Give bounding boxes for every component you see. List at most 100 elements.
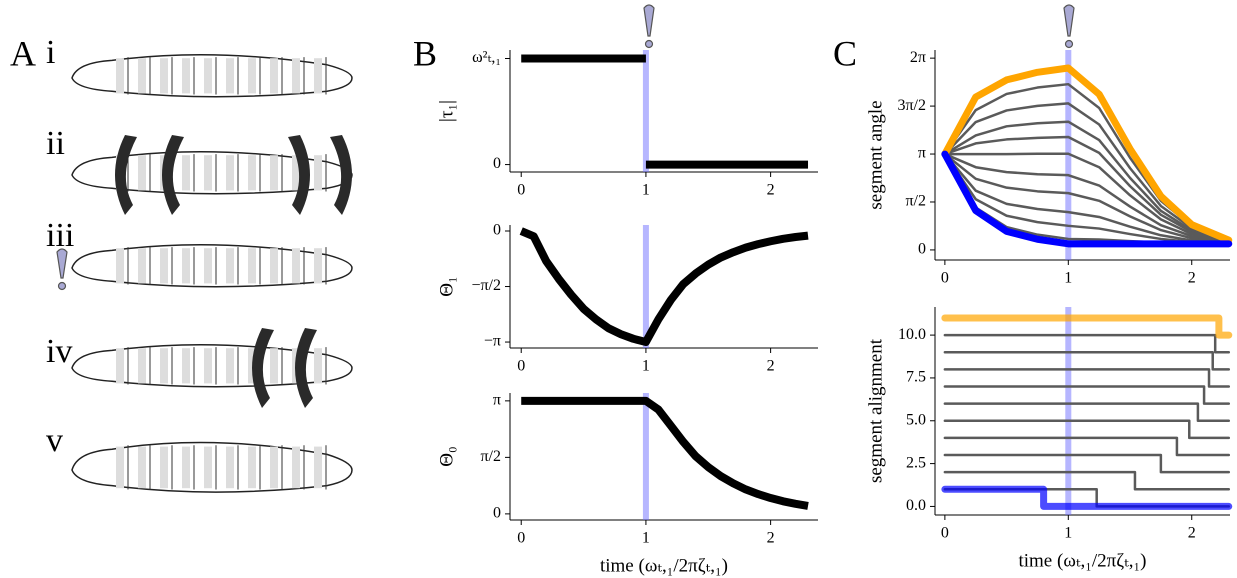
stipple-band <box>270 155 278 191</box>
y-axis-label: segment angle <box>865 100 886 209</box>
stage-label: v <box>46 422 63 459</box>
y-tick-label: 5.0 <box>906 411 926 428</box>
x-tick-label: 0 <box>517 358 525 375</box>
stipple-band <box>292 248 300 284</box>
stipple-band <box>226 58 234 94</box>
data-line <box>943 453 1231 474</box>
y-tick-label: π <box>918 145 926 162</box>
x-tick-label: 1 <box>1064 525 1072 542</box>
x-tick-label: 2 <box>1188 525 1196 542</box>
data-line <box>941 314 1233 339</box>
stipple-band <box>204 155 212 191</box>
y-axis-label: |τ₁| <box>436 100 457 122</box>
stipple-band <box>270 58 278 94</box>
x-tick-label: 0 <box>941 525 949 542</box>
data-line <box>521 396 809 510</box>
y-tick-label: π/2 <box>480 448 501 465</box>
stipple-band <box>116 348 124 384</box>
y-tick-label: −π <box>484 333 501 350</box>
stipple-band <box>160 348 168 384</box>
data-line <box>519 227 809 346</box>
data-line <box>943 152 1231 244</box>
x-tick-label: 0 <box>517 182 525 199</box>
stipple-band <box>116 446 124 489</box>
y-tick-label: 0 <box>493 505 501 522</box>
rotation-arrow <box>330 135 352 215</box>
data-line <box>943 135 1231 243</box>
y-tick-label: 2.5 <box>906 454 926 471</box>
x-tick-label: 0 <box>517 530 525 547</box>
stipple-band <box>292 446 300 489</box>
stage-label: iv <box>46 333 72 370</box>
stipple-band <box>270 348 278 384</box>
stipple-band <box>138 446 146 489</box>
x-tick-label: 1 <box>1064 270 1072 287</box>
data-line <box>943 152 1231 245</box>
stipple-band <box>160 248 168 284</box>
stipple-band <box>292 58 300 94</box>
stipple-band <box>314 446 322 489</box>
stipple-band <box>160 58 168 94</box>
data-line <box>943 350 1231 371</box>
x-tick-label: 1 <box>642 358 650 375</box>
stipple-band <box>138 58 146 94</box>
stipple-band <box>182 155 190 191</box>
data-line <box>943 385 1231 405</box>
stipple-band <box>182 348 190 384</box>
data-line <box>941 64 1233 244</box>
x-tick-label: 0 <box>941 270 949 287</box>
x-tick-label: 2 <box>1188 270 1196 287</box>
stipple-band <box>270 248 278 284</box>
stipple-band <box>314 155 322 191</box>
y-tick-label: π/2 <box>905 193 926 210</box>
rotation-arrow <box>288 135 310 215</box>
y-tick-label: 2π <box>910 49 926 66</box>
x-tick-label: 2 <box>767 182 775 199</box>
y-tick-label: 0.0 <box>906 497 926 514</box>
rotation-arrow <box>162 135 184 215</box>
data-line <box>943 120 1231 243</box>
rotation-arrow <box>115 135 137 215</box>
stage-label: iii <box>46 217 74 254</box>
stipple-band <box>226 348 234 384</box>
stipple-band <box>204 446 212 489</box>
stipple-band <box>248 348 256 384</box>
panel-label: A <box>10 33 36 73</box>
stipple-band <box>226 248 234 284</box>
panel-label: C <box>833 33 857 73</box>
data-line <box>521 54 809 169</box>
larva-drawings <box>71 54 353 493</box>
panel-label: B <box>413 33 437 73</box>
y-tick-label: 3π/2 <box>897 97 926 114</box>
x-tick-label: 1 <box>642 182 650 199</box>
stipple-band <box>204 248 212 284</box>
x-tick-label: 2 <box>767 358 775 375</box>
data-line <box>943 102 1231 243</box>
data-line <box>943 419 1231 440</box>
rotation-arrow <box>252 328 274 408</box>
rotation-arrow <box>295 328 317 408</box>
x-axis-label: time (ωₜ,₁/2πζₜ,₁) <box>1018 550 1146 571</box>
stipple-band <box>248 446 256 489</box>
y-tick-label: −π/2 <box>471 277 501 294</box>
y-axis-label: Θ₀ <box>436 446 457 466</box>
stipple-band <box>248 155 256 191</box>
stipple-band <box>270 446 278 489</box>
data-line <box>943 152 1231 245</box>
stage-label: ii <box>46 125 65 162</box>
alert-icon <box>56 4 1075 291</box>
data-line <box>943 368 1231 388</box>
stipple-band <box>314 248 322 284</box>
stipple-band <box>116 58 124 94</box>
y-tick-label: ω²ₜ,₁ <box>472 49 501 66</box>
y-tick-label: 7.5 <box>906 369 926 386</box>
y-axis-label: Θ₁ <box>436 276 457 296</box>
stage-label: i <box>46 34 55 71</box>
stipple-band <box>116 248 124 284</box>
y-tick-label: 10.0 <box>898 326 926 343</box>
data-line <box>941 485 1233 510</box>
y-axis-label: segment alignment <box>865 338 886 483</box>
y-tick-label: 0 <box>493 222 501 239</box>
data-line <box>943 470 1231 491</box>
stipple-band <box>182 248 190 284</box>
